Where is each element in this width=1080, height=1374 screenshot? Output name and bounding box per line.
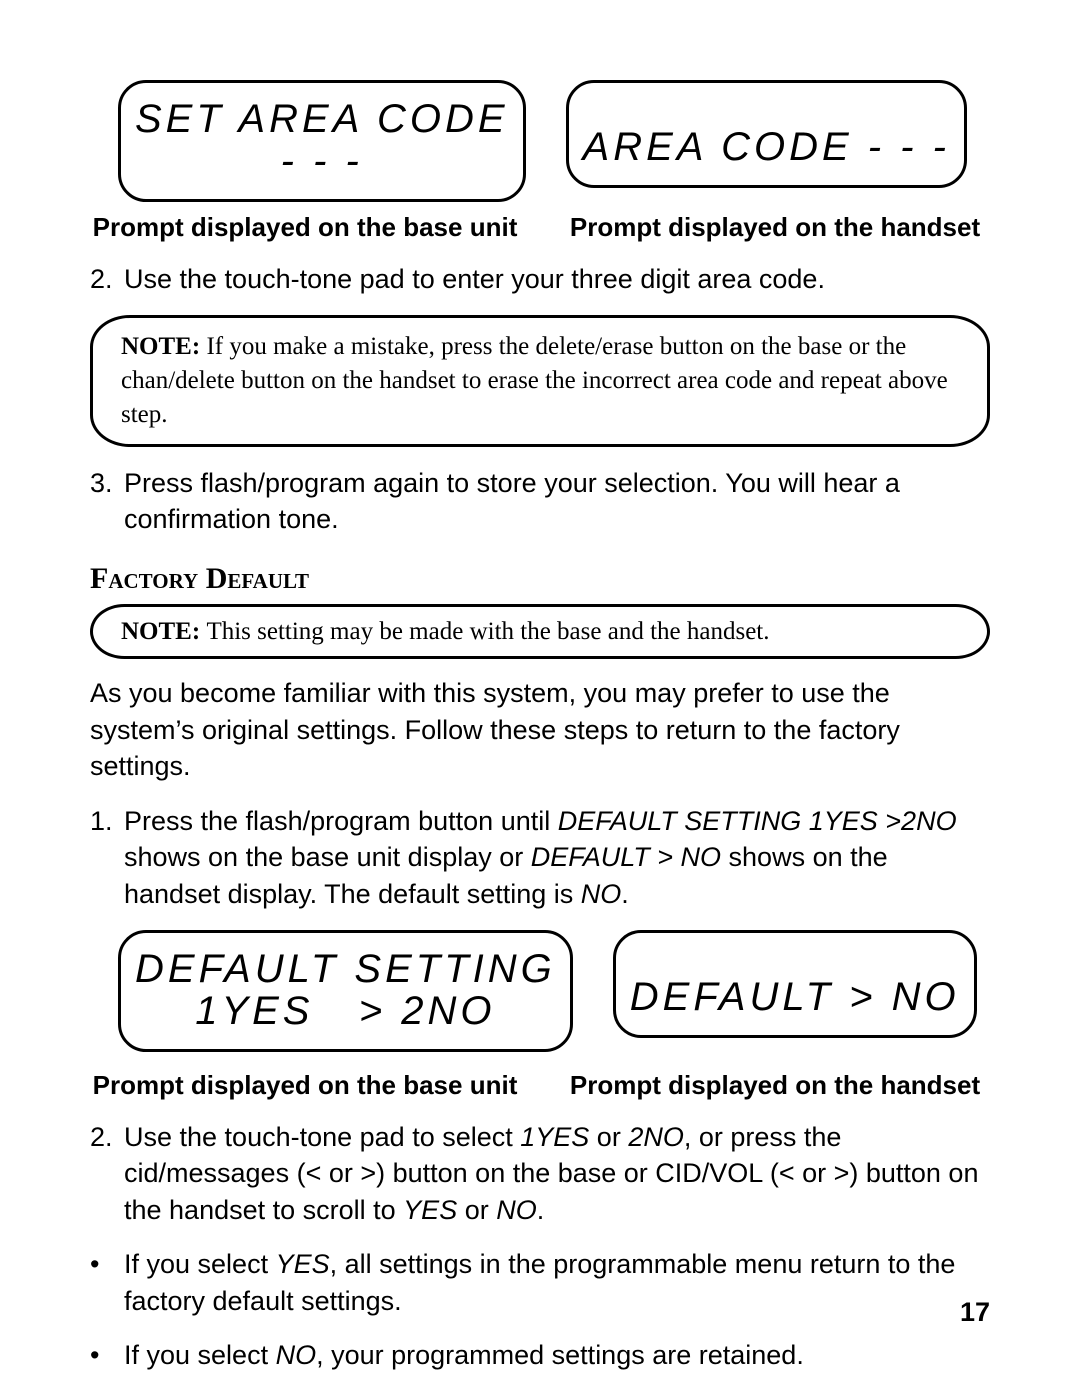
handset-lcd-col: AREA CODE - - - [566, 80, 967, 202]
base-lcd-line1: SET AREA CODE [135, 99, 509, 139]
bullet-text: If you select NO, your programmed settin… [124, 1337, 990, 1373]
step-number: 2. [90, 261, 124, 297]
step-number: 1. [90, 803, 124, 912]
base-lcd-col: SET AREA CODE - - - [118, 80, 526, 202]
handset-lcd-display: DEFAULT > NO [613, 930, 977, 1038]
handset-lcd-col: DEFAULT > NO [613, 930, 977, 1052]
handset-lcd-caption: Prompt displayed on the handset [560, 1070, 990, 1101]
bullet-text: If you select YES, all settings in the p… [124, 1246, 990, 1319]
handset-lcd-display: AREA CODE - - - [566, 80, 967, 188]
step-text: Use the touch-tone pad to select 1YES or… [124, 1119, 990, 1228]
text-run: shows on the base unit display or [124, 842, 531, 872]
text-run-ital: NO [276, 1340, 317, 1370]
base-lcd-display: DEFAULT SETTING 1YES > 2NO [118, 930, 573, 1052]
factory-bullet-no: • If you select NO, your programmed sett… [90, 1337, 990, 1373]
base-lcd-col: DEFAULT SETTING 1YES > 2NO [118, 930, 573, 1052]
text-run: Press the flash/program button until [124, 806, 558, 836]
text-run: or [457, 1195, 496, 1225]
text-run: If you select [124, 1340, 276, 1370]
bullet-marker: • [90, 1246, 124, 1319]
text-run-ital: NO [496, 1195, 537, 1225]
note-body: This setting may be made with the base a… [206, 618, 769, 645]
factory-caption-row: Prompt displayed on the base unit Prompt… [90, 1060, 990, 1101]
text-run: , your programmed settings are retained. [316, 1340, 804, 1370]
text-run-ital: NO [581, 879, 622, 909]
text-run: If you select [124, 1249, 276, 1279]
text-run: . [621, 879, 629, 909]
factory-steps-2: 2. Use the touch-tone pad to select 1YES… [90, 1119, 990, 1374]
step-2: 2. Use the touch-tone pad to enter your … [90, 261, 990, 297]
handset-lcd-line: AREA CODE - - - [583, 127, 950, 167]
handset-lcd-line: DEFAULT > NO [630, 977, 960, 1017]
text-run-ital: DEFAULT SETTING 1YES >2NO [558, 806, 957, 836]
text-run-ital: DEFAULT > NO [531, 842, 721, 872]
base-lcd-line2: - - - [135, 141, 509, 181]
factory-steps: 1. Press the flash/program button until … [90, 803, 990, 912]
text-run-ital: 2NO [628, 1122, 684, 1152]
text-run: . [537, 1195, 545, 1225]
base-lcd-display: SET AREA CODE - - - [118, 80, 526, 202]
factory-note: NOTE: This setting may be made with the … [90, 604, 990, 660]
page-number: 17 [960, 1297, 990, 1328]
factory-default-heading: Factory Default [90, 562, 990, 596]
step-text: Press flash/program again to store your … [124, 465, 990, 538]
base-lcd-caption: Prompt displayed on the base unit [90, 212, 520, 243]
base-lcd-line1: DEFAULT SETTING [135, 949, 556, 989]
text-run-ital: 1YES [520, 1122, 589, 1152]
note-body: If you make a mistake, press the delete/… [121, 333, 948, 428]
note-label: NOTE: [121, 618, 206, 645]
text-run-ital: YES [276, 1249, 330, 1279]
step-3: 3. Press flash/program again to store yo… [90, 465, 990, 538]
note-label: NOTE: [121, 333, 206, 360]
step-text: Use the touch-tone pad to enter your thr… [124, 261, 990, 297]
text-run: or [589, 1122, 628, 1152]
base-lcd-line2: 1YES > 2NO [135, 991, 556, 1031]
factory-bullet-yes: • If you select YES, all settings in the… [90, 1246, 990, 1319]
factory-step-1: 1. Press the flash/program button until … [90, 803, 990, 912]
area-code-caption-row: Prompt displayed on the base unit Prompt… [90, 202, 990, 243]
area-code-steps-cont: 3. Press flash/program again to store yo… [90, 465, 990, 538]
step-text: Press the flash/program button until DEF… [124, 803, 990, 912]
area-code-note: NOTE: If you make a mistake, press the d… [90, 315, 990, 446]
factory-lcd-row: DEFAULT SETTING 1YES > 2NO DEFAULT > NO [118, 930, 962, 1052]
factory-intro: As you become familiar with this system,… [90, 675, 990, 784]
base-lcd-caption: Prompt displayed on the base unit [90, 1070, 520, 1101]
handset-lcd-caption: Prompt displayed on the handset [560, 212, 990, 243]
step-number: 2. [90, 1119, 124, 1228]
area-code-lcd-row: SET AREA CODE - - - AREA CODE - - - [118, 80, 962, 202]
text-run-ital: YES [403, 1195, 457, 1225]
area-code-steps: 2. Use the touch-tone pad to enter your … [90, 261, 990, 297]
text-run: Use the touch-tone pad to select [124, 1122, 520, 1152]
factory-step-2: 2. Use the touch-tone pad to select 1YES… [90, 1119, 990, 1228]
manual-page: SET AREA CODE - - - AREA CODE - - - Prom… [0, 0, 1080, 1374]
bullet-marker: • [90, 1337, 124, 1373]
step-number: 3. [90, 465, 124, 538]
